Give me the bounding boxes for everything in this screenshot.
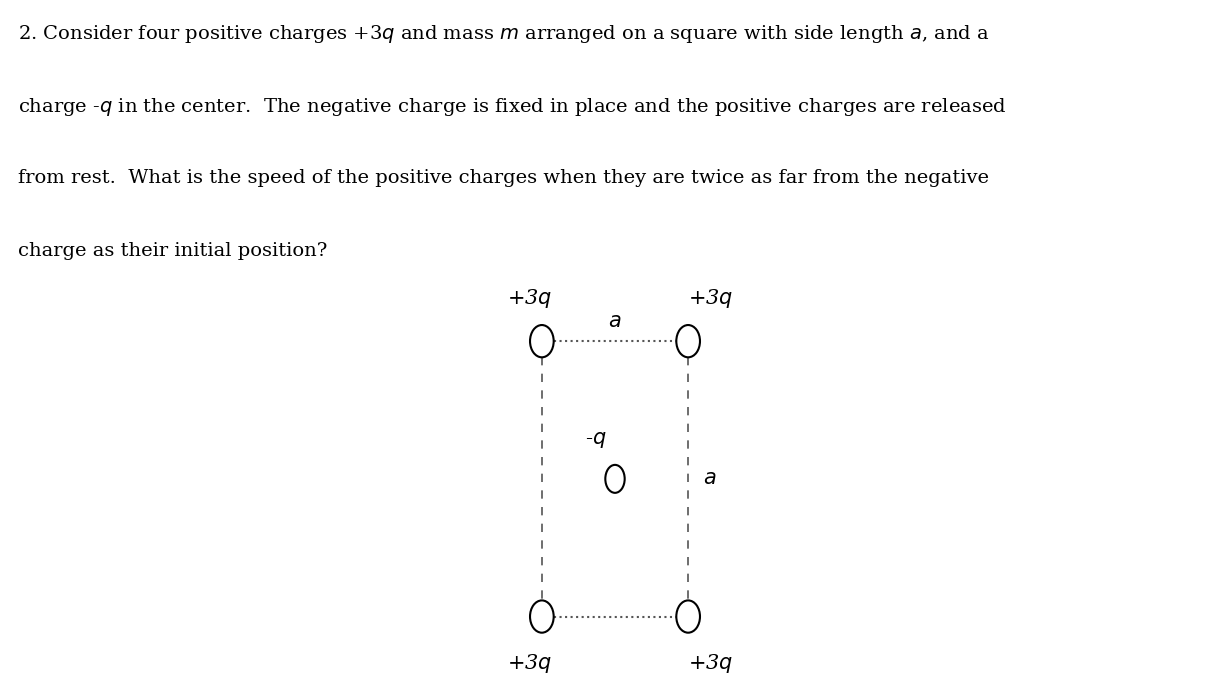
Text: +3$q$: +3$q$ [688,287,733,310]
Text: $a$: $a$ [609,312,621,331]
Text: +3$q$: +3$q$ [508,652,552,675]
Text: $a$: $a$ [704,469,717,489]
Text: +3$q$: +3$q$ [688,652,733,675]
Text: from rest.  What is the speed of the positive charges when they are twice as far: from rest. What is the speed of the posi… [18,169,989,187]
Text: +3$q$: +3$q$ [508,287,552,310]
Text: 2. Consider four positive charges +3$q$ and mass $m$ arranged on a square with s: 2. Consider four positive charges +3$q$ … [18,24,990,45]
Text: -$q$: -$q$ [585,430,606,450]
Text: charge as their initial position?: charge as their initial position? [18,242,328,260]
Text: charge -$q$ in the center.  The negative charge is fixed in place and the positi: charge -$q$ in the center. The negative … [18,96,1007,118]
